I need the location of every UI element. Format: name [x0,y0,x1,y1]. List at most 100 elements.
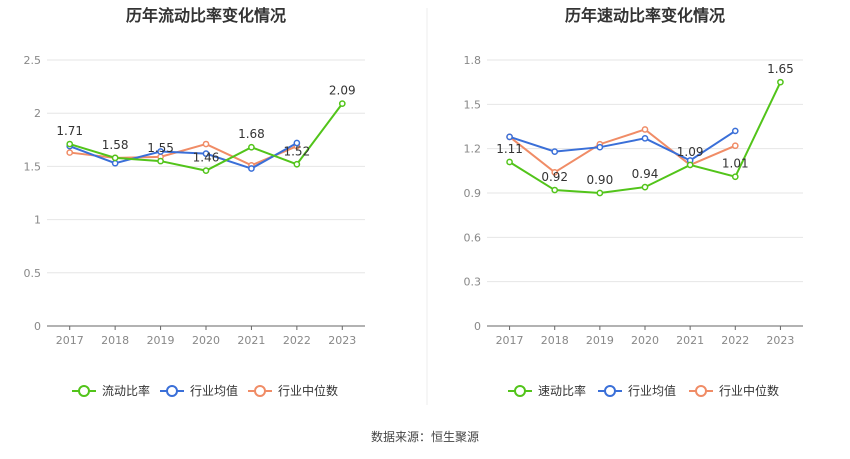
data-label: 1.65 [767,62,794,76]
data-point [551,168,559,176]
series-industry-average [66,139,301,172]
data-point [551,186,559,194]
y-tick-label: 0.5 [24,267,42,280]
data-point [66,149,74,156]
y-tick-label: 0 [474,320,481,333]
data-label: 1.46 [193,151,220,165]
x-tick-label: 2020 [192,334,220,347]
x-tick-label: 2020 [631,334,659,347]
legend-item: 流动比率 [72,383,150,398]
data-point [506,133,513,141]
data-label: 0.94 [632,167,659,181]
legend-label: 行业均值 [628,383,676,398]
data-point [293,160,301,168]
x-tick-label: 2019 [147,334,175,347]
data-point [551,148,559,155]
data-point [111,159,119,167]
data-label: 1.55 [147,141,174,155]
y-tick-label: 0.6 [464,231,482,244]
y-tick-label: 1.8 [464,54,482,67]
data-point [157,157,164,165]
data-point [731,142,739,150]
data-point [641,134,649,142]
chart-2: 历年速动比率变化情况 0 0.3 0.6 0.9 1.2 1.5 1.8 2017 2018 201… [464,6,803,398]
data-point [596,189,604,197]
data-point [506,158,513,166]
legend-item: 速动比率 [508,383,586,398]
data-label: 1.68 [238,127,265,141]
data-point [731,173,739,181]
series-main [506,78,784,197]
legend-item: 行业中位数 [689,383,779,398]
data-label: 1.09 [677,145,704,159]
x-tick-label: 2018 [541,334,569,347]
y-tick-label: 2.5 [24,54,42,67]
data-point [248,165,255,172]
legend-label: 行业均值 [190,383,238,398]
legend-label: 流动比率 [102,383,150,398]
legend-item: 行业中位数 [248,383,338,398]
series-industry-average [506,127,739,164]
y-tick-label: 1.2 [464,143,482,156]
data-point [686,161,694,169]
data-point [641,126,649,133]
x-tick-label: 2022 [283,334,311,347]
legend-marker [514,385,526,397]
y-tick-label: 1 [34,214,41,227]
legend-marker [254,385,266,397]
data-point [596,143,604,151]
x-tick-label: 2023 [328,334,356,347]
legend-label: 行业中位数 [719,383,779,398]
legend-item: 行业均值 [160,383,238,398]
legend-marker [695,385,707,397]
x-tick-label: 2018 [101,334,129,347]
data-label: 1.71 [56,124,83,138]
data-point [777,78,784,86]
series-main [66,100,346,175]
data-point [66,140,74,148]
data-label: 2.09 [329,84,356,98]
x-tick-label: 2019 [586,334,614,347]
data-point [202,167,210,175]
data-label: 1.52 [283,144,310,158]
legend-label: 速动比率 [538,383,586,398]
legend-marker [166,385,178,397]
data-point [202,150,210,157]
data-point [111,154,119,162]
series-line [509,130,736,162]
x-tick-label: 2017 [496,334,524,347]
x-tick-label: 2023 [766,334,794,347]
data-point [293,139,301,147]
series-line [69,142,298,167]
x-tick-label: 2021 [676,334,704,347]
data-source-note: 数据来源：恒生聚源 [370,430,479,444]
legend-label: 行业中位数 [278,383,338,398]
data-point [202,140,210,148]
y-tick-label: 0.3 [464,276,482,289]
data-point [641,183,649,191]
y-tick-label: 0 [34,320,41,333]
legend-item: 行业均值 [598,383,676,398]
y-tick-label: 1.5 [464,98,482,111]
data-point [157,148,164,155]
data-point [248,143,255,151]
series-line [69,142,298,170]
chart-title: 历年流动比率变化情况 [126,6,286,25]
x-tick-label: 2022 [721,334,749,347]
legend-marker [604,385,616,397]
data-label: 0.90 [586,173,613,187]
y-tick-label: 1.5 [24,160,42,173]
data-point [338,100,346,107]
y-tick-label: 2 [34,107,41,120]
data-label: 1.58 [102,138,129,152]
data-label: 1.11 [496,142,523,156]
data-label: 1.01 [722,157,749,171]
x-tick-label: 2021 [237,334,265,347]
data-label: 0.92 [541,170,568,184]
data-point [731,127,739,135]
legend-marker [78,385,90,397]
x-tick-label: 2017 [56,334,84,347]
chart-title: 历年速动比率变化情况 [565,6,725,25]
